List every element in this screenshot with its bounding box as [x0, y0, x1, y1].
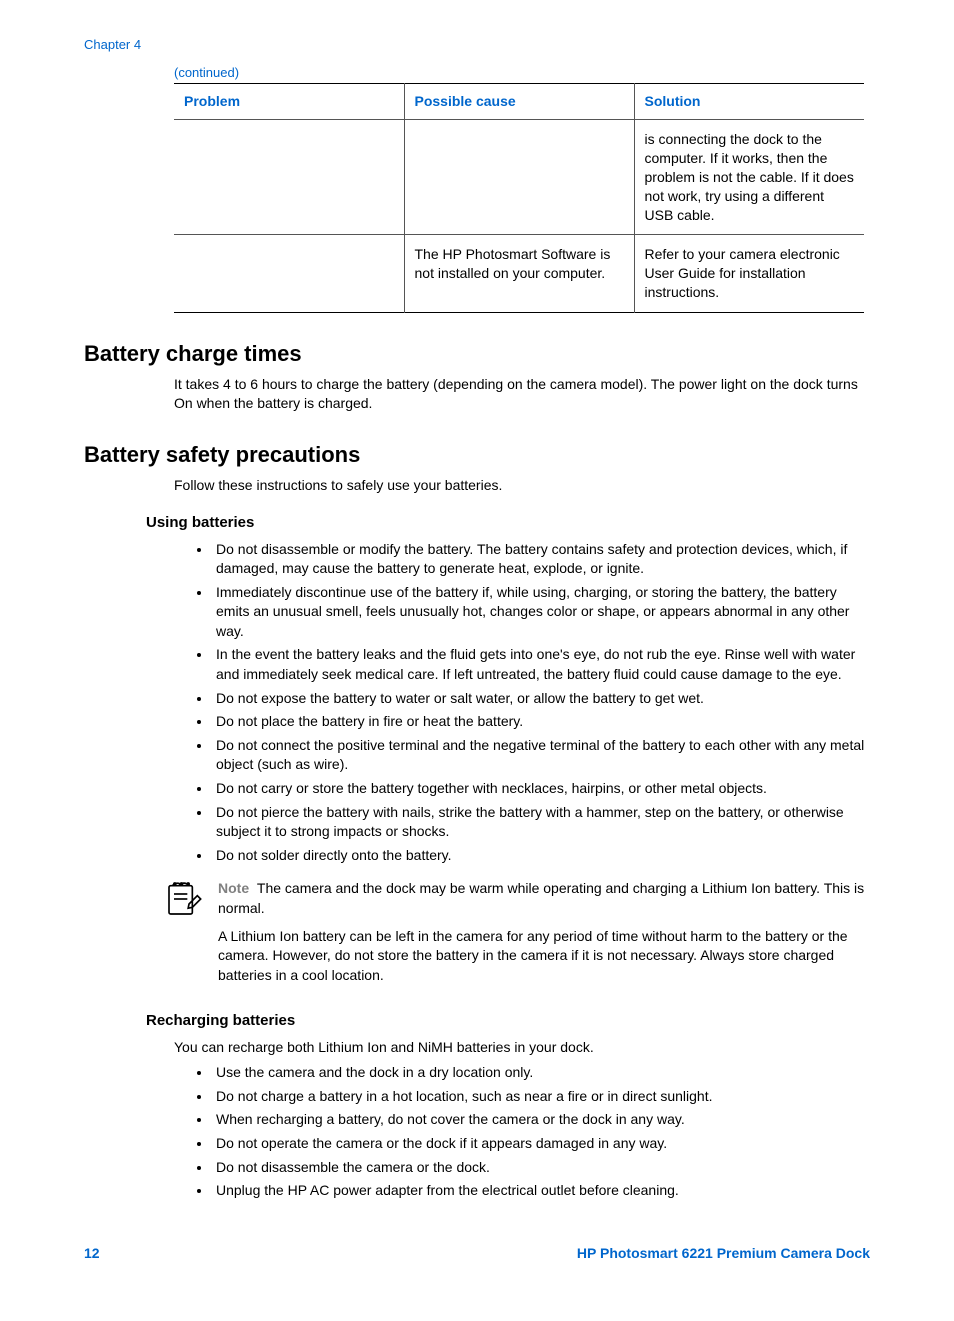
- note-block: Note The camera and the dock may be warm…: [164, 879, 870, 993]
- list-item: Unplug the HP AC power adapter from the …: [212, 1181, 870, 1201]
- cell-problem: [174, 235, 404, 313]
- list-item: Do not expose the battery to water or sa…: [212, 689, 870, 709]
- list-item: Do not pierce the battery with nails, st…: [212, 803, 870, 842]
- list-item: Do not operate the camera or the dock if…: [212, 1134, 870, 1154]
- note-text: Note The camera and the dock may be warm…: [218, 879, 870, 993]
- list-item: Use the camera and the dock in a dry loc…: [212, 1063, 870, 1083]
- cell-cause: The HP Photosmart Software is not instal…: [404, 235, 634, 313]
- note-icon: [164, 879, 204, 993]
- list-item: Do not carry or store the battery togeth…: [212, 779, 870, 799]
- page-footer: 12 HP Photosmart 6221 Premium Camera Doc…: [84, 1244, 870, 1263]
- page-number: 12: [84, 1244, 100, 1263]
- using-batteries-list: Do not disassemble or modify the battery…: [212, 540, 870, 866]
- list-item: Do not disassemble the camera or the doc…: [212, 1158, 870, 1178]
- list-item: In the event the battery leaks and the f…: [212, 645, 870, 684]
- safety-intro: Follow these instructions to safely use …: [174, 476, 870, 496]
- subsection-using-batteries: Using batteries: [146, 513, 870, 533]
- header-cause: Possible cause: [404, 84, 634, 120]
- note-paragraph-1: The camera and the dock may be warm whil…: [218, 880, 864, 916]
- note-label: Note: [218, 880, 249, 896]
- chapter-label: Chapter 4: [84, 36, 870, 54]
- header-solution: Solution: [634, 84, 864, 120]
- cell-solution: is connecting the dock to the computer. …: [634, 119, 864, 234]
- list-item: Do not charge a battery in a hot locatio…: [212, 1087, 870, 1107]
- product-name: HP Photosmart 6221 Premium Camera Dock: [577, 1244, 870, 1263]
- cell-problem: [174, 119, 404, 234]
- table-row: The HP Photosmart Software is not instal…: [174, 235, 864, 313]
- cell-solution: Refer to your camera electronic User Gui…: [634, 235, 864, 313]
- table-row: is connecting the dock to the computer. …: [174, 119, 864, 234]
- section-title-charge-times: Battery charge times: [84, 339, 870, 369]
- table-header-row: Problem Possible cause Solution: [174, 84, 864, 120]
- recharging-list: Use the camera and the dock in a dry loc…: [212, 1063, 870, 1201]
- list-item: Do not disassemble or modify the battery…: [212, 540, 870, 579]
- section-title-safety: Battery safety precautions: [84, 440, 870, 470]
- cell-cause: [404, 119, 634, 234]
- list-item: Do not place the battery in fire or heat…: [212, 712, 870, 732]
- header-problem: Problem: [174, 84, 404, 120]
- list-item: When recharging a battery, do not cover …: [212, 1110, 870, 1130]
- charge-times-intro: It takes 4 to 6 hours to charge the batt…: [174, 375, 870, 414]
- list-item: Immediately discontinue use of the batte…: [212, 583, 870, 642]
- troubleshoot-table: Problem Possible cause Solution is conne…: [174, 83, 864, 313]
- table-continued-label: (continued): [174, 64, 870, 82]
- list-item: Do not connect the positive terminal and…: [212, 736, 870, 775]
- list-item: Do not solder directly onto the battery.: [212, 846, 870, 866]
- recharging-intro: You can recharge both Lithium Ion and Ni…: [174, 1038, 870, 1058]
- subsection-recharging: Recharging batteries: [146, 1011, 870, 1031]
- note-paragraph-2: A Lithium Ion battery can be left in the…: [218, 927, 870, 986]
